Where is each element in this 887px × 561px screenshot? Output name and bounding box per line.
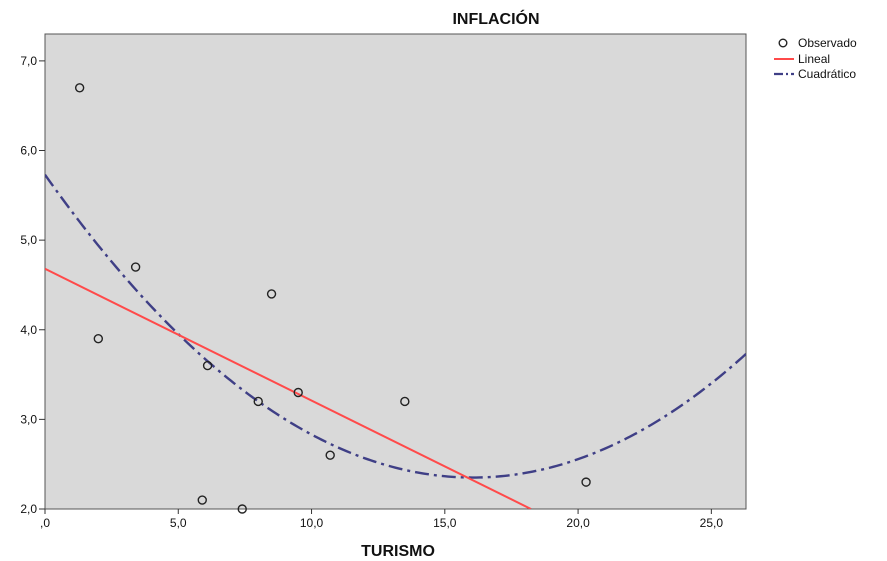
observed-point-8: [266, 289, 277, 299]
legend-observed-marker: [778, 38, 788, 48]
observed-point-9: [293, 387, 303, 398]
x-tick-label: 5,0: [170, 516, 187, 530]
observed-point-3: [130, 262, 141, 272]
observed-point-5: [202, 360, 213, 371]
observed-points-layer: [74, 83, 591, 514]
x-tick-label: ,0: [40, 516, 50, 530]
x-tick-label: 10,0: [300, 516, 324, 530]
observed-point-7: [253, 396, 263, 407]
y-tick-label: 7,0: [20, 54, 37, 68]
y-tick-label: 6,0: [20, 144, 37, 158]
y-tick-label: 2,0: [20, 502, 37, 516]
linear-fit-line: [45, 267, 532, 509]
x-axis-title: TURISMO: [361, 543, 435, 560]
legend: Observado Lineal Cuadrático: [774, 36, 857, 81]
observed-point-2: [93, 334, 104, 344]
fit-lines-layer: [45, 174, 746, 509]
legend-linear-label: Lineal: [798, 52, 830, 66]
x-tick-label: 15,0: [433, 516, 457, 530]
y-axis-ticks: 2,0 3,0 4,0 5,0 6,0 7,0: [20, 54, 45, 516]
quadratic-fit-curve: [45, 174, 746, 479]
x-tick-label: 20,0: [566, 516, 590, 530]
observed-point-10: [325, 450, 335, 460]
y-tick-label: 3,0: [20, 412, 37, 426]
observed-point-6: [237, 504, 247, 514]
y-tick-label: 5,0: [20, 233, 37, 247]
y-tick-label: 4,0: [20, 323, 37, 337]
x-axis-ticks: ,0 5,0 10,0 15,0 20,0 25,0: [40, 509, 723, 530]
observed-point-12: [581, 477, 591, 487]
legend-observed-label: Observado: [798, 36, 857, 50]
plot-area-background: [44, 33, 747, 510]
legend-quadratic-label: Cuadrático: [798, 67, 856, 81]
y-axis-title: INFLACIÓN: [452, 9, 539, 28]
observed-point-4: [197, 495, 207, 505]
x-tick-label: 25,0: [700, 516, 724, 530]
observed-point-11: [400, 396, 410, 407]
observed-point-1: [74, 83, 85, 93]
